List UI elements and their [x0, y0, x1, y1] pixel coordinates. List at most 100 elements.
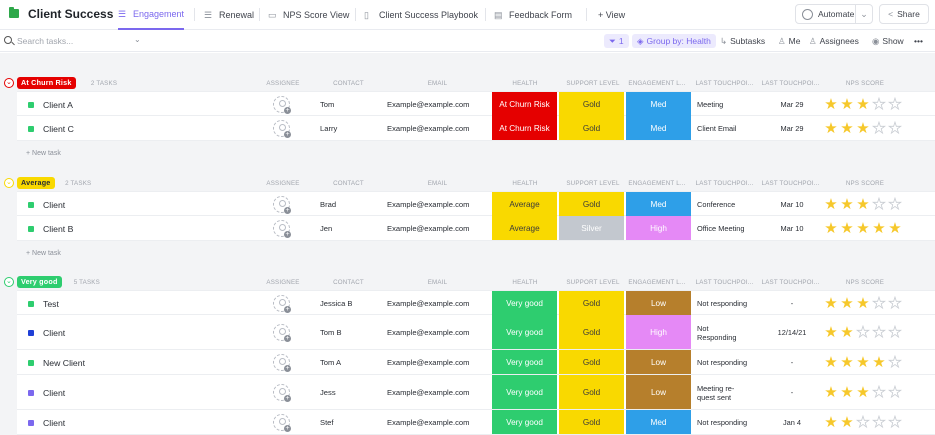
show-button[interactable]: ◉ Show — [872, 35, 904, 47]
last-touchpoint-date-column-header[interactable]: LAST TOUCHPOI... — [761, 279, 820, 286]
contact-cell[interactable]: Tom A — [320, 358, 342, 367]
last-touchpoint-type-cell[interactable]: Office Meeting — [697, 224, 745, 233]
support-level-cell[interactable]: Gold — [559, 291, 624, 315]
health-cell[interactable]: At Churn Risk — [492, 116, 557, 140]
support-level-cell[interactable]: Gold — [559, 315, 624, 349]
engagement-column-header[interactable]: ENGAGEMENT L... — [628, 279, 686, 286]
email-cell[interactable]: Example@example.com — [387, 358, 470, 367]
task-name[interactable]: Client B — [43, 223, 74, 234]
engagement-level-cell[interactable]: Med — [626, 192, 691, 216]
task-status-square[interactable] — [28, 389, 34, 396]
last-touchpoint-date-column-header[interactable]: LAST TOUCHPOI... — [761, 80, 820, 87]
last-touchpoint-type-cell[interactable]: Not responding — [697, 358, 748, 367]
star-icon[interactable]: ★ — [888, 383, 902, 401]
engagement-column-header[interactable]: ENGAGEMENT L... — [628, 80, 686, 87]
last-touchpoint-type-column-header[interactable]: LAST TOUCHPOI... — [695, 279, 754, 286]
last-touchpoint-date-cell[interactable]: Mar 10 — [780, 200, 804, 209]
star-icon[interactable]: ★ — [840, 219, 854, 237]
assignee-avatar-icon[interactable] — [273, 324, 291, 342]
star-icon[interactable]: ★ — [856, 353, 870, 371]
engagement-level-cell[interactable]: Low — [626, 350, 691, 374]
last-touchpoint-date-cell[interactable]: Jan 4 — [782, 418, 802, 427]
nps-score-column-header[interactable]: NPS SCORE — [845, 180, 885, 187]
engagement-level-cell[interactable]: High — [626, 315, 691, 349]
star-icon[interactable]: ★ — [824, 219, 838, 237]
health-cell[interactable]: At Churn Risk — [492, 92, 557, 116]
subtasks-button[interactable]: ↳ Subtasks — [720, 35, 766, 47]
tab-renewal[interactable]: ☰ Renewal — [204, 9, 255, 20]
assignee-avatar-icon[interactable] — [273, 414, 291, 432]
email-cell[interactable]: Example@example.com — [387, 224, 470, 233]
star-icon[interactable]: ★ — [824, 383, 838, 401]
star-icon[interactable]: ★ — [888, 323, 902, 341]
support-level-cell[interactable]: Gold — [559, 192, 624, 216]
star-icon[interactable]: ★ — [872, 323, 886, 341]
task-name[interactable]: Client — [43, 199, 66, 210]
new-task-button[interactable]: + New task — [26, 250, 61, 257]
search-input[interactable] — [17, 34, 127, 48]
nps-score-column-header[interactable]: NPS SCORE — [845, 80, 885, 87]
task-name[interactable]: Client C — [43, 123, 74, 134]
task-status-square[interactable] — [28, 101, 34, 108]
star-icon[interactable]: ★ — [824, 413, 838, 431]
contact-cell[interactable]: Brad — [320, 200, 337, 209]
star-icon[interactable]: ★ — [824, 294, 838, 312]
star-icon[interactable]: ★ — [872, 353, 886, 371]
task-status-square[interactable] — [28, 225, 34, 232]
star-icon[interactable]: ★ — [856, 294, 870, 312]
support-level-column-header[interactable]: SUPPORT LEVEL — [566, 80, 620, 87]
tab-client-success-playbook[interactable]: ▯ Client Success Playbook — [364, 9, 479, 20]
last-touchpoint-type-cell[interactable]: Not Responding — [697, 323, 737, 342]
health-column-header[interactable]: HEALTH — [512, 80, 538, 87]
tab-engagement[interactable]: ☰ Engagement — [118, 0, 185, 30]
assignee-avatar-icon[interactable] — [273, 120, 291, 138]
task-row[interactable]: Client Tom B Example@example.com Very goodG… — [17, 315, 935, 350]
email-cell[interactable]: Example@example.com — [387, 200, 470, 209]
star-icon[interactable]: ★ — [872, 95, 886, 113]
contact-column-header[interactable]: CONTACT — [333, 180, 364, 187]
star-icon[interactable]: ★ — [840, 195, 854, 213]
support-level-cell[interactable]: Gold — [559, 410, 624, 434]
health-cell[interactable]: Very good — [492, 410, 557, 434]
last-touchpoint-date-cell[interactable]: - — [790, 388, 794, 397]
collapse-toggle-icon[interactable]: ⌄ — [4, 277, 14, 287]
star-icon[interactable]: ★ — [872, 383, 886, 401]
assignee-avatar-icon[interactable] — [273, 295, 291, 313]
last-touchpoint-type-cell[interactable]: Meeting re- quest sent — [697, 383, 735, 402]
star-icon[interactable]: ★ — [840, 294, 854, 312]
star-icon[interactable]: ★ — [888, 219, 902, 237]
star-icon[interactable]: ★ — [856, 119, 870, 137]
star-icon[interactable]: ★ — [872, 119, 886, 137]
task-name[interactable]: Client — [43, 327, 66, 338]
star-icon[interactable]: ★ — [888, 195, 902, 213]
nps-score-rating[interactable]: ★ ★ ★ ★ ★ — [823, 353, 905, 371]
tab-feedback-form[interactable]: ▤ Feedback Form — [494, 9, 573, 20]
star-icon[interactable]: ★ — [872, 413, 886, 431]
star-icon[interactable]: ★ — [840, 119, 854, 137]
last-touchpoint-date-cell[interactable]: Mar 29 — [780, 124, 804, 133]
last-touchpoint-date-column-header[interactable]: LAST TOUCHPOI... — [761, 180, 820, 187]
star-icon[interactable]: ★ — [856, 413, 870, 431]
new-task-button[interactable]: + New task — [26, 150, 61, 157]
last-touchpoint-date-cell[interactable]: Mar 29 — [780, 100, 804, 109]
task-status-square[interactable] — [28, 201, 34, 208]
contact-column-header[interactable]: CONTACT — [333, 279, 364, 286]
support-level-cell[interactable]: Gold — [559, 116, 624, 140]
task-row[interactable]: Client Jess Example@example.com Very goodGo… — [17, 375, 935, 410]
last-touchpoint-type-column-header[interactable]: LAST TOUCHPOI... — [695, 80, 754, 87]
contact-cell[interactable]: Tom — [320, 100, 335, 109]
task-name[interactable]: Test — [43, 298, 59, 309]
star-icon[interactable]: ★ — [824, 95, 838, 113]
nps-score-rating[interactable]: ★ ★ ★ ★ ★ — [823, 119, 905, 137]
star-icon[interactable]: ★ — [888, 95, 902, 113]
last-touchpoint-date-cell[interactable]: Mar 10 — [780, 224, 804, 233]
task-row[interactable]: Client Stef Example@example.com Very goodGo… — [17, 410, 935, 435]
star-icon[interactable]: ★ — [872, 294, 886, 312]
filter-button[interactable]: ⏷ 1 — [604, 34, 629, 48]
task-row[interactable]: Client B Jen Example@example.com AverageSil… — [17, 216, 935, 241]
health-cell[interactable]: Very good — [492, 315, 557, 349]
contact-cell[interactable]: Jen — [320, 224, 333, 233]
star-icon[interactable]: ★ — [840, 323, 854, 341]
engagement-level-cell[interactable]: High — [626, 216, 691, 240]
task-name[interactable]: Client — [43, 387, 66, 398]
